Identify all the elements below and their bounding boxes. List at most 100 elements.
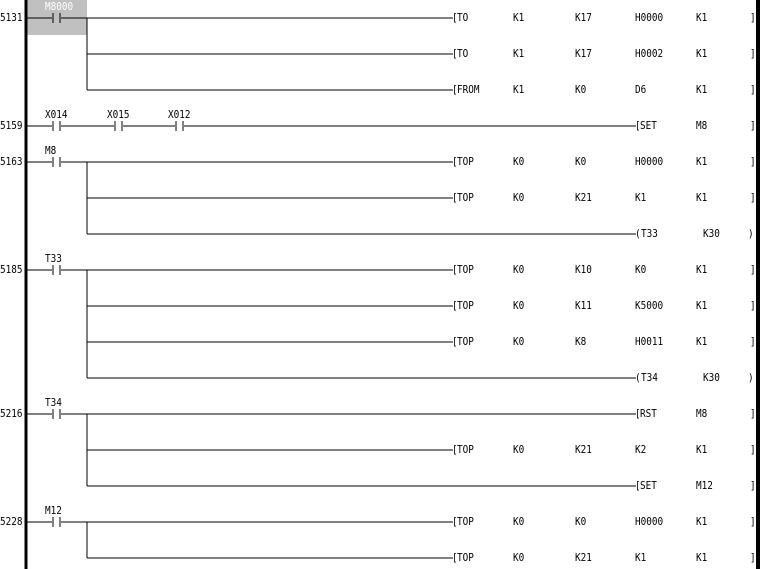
step-number: 5185 [0, 263, 23, 276]
instruction-close-bracket: ] [750, 191, 756, 204]
instruction-name[interactable]: TOP [457, 263, 474, 276]
instruction-open-bracket: [ [635, 479, 641, 492]
instruction-name[interactable]: FROM [457, 83, 480, 96]
instruction-operand[interactable]: K1 [696, 443, 708, 456]
instruction-open-bracket: [ [452, 299, 458, 312]
instruction-operand[interactable]: K1 [513, 83, 525, 96]
coil-device[interactable]: T34 [641, 371, 658, 384]
instruction-operand[interactable]: K17 [575, 47, 592, 60]
instruction-operand[interactable]: K1 [696, 47, 708, 60]
instruction-operand[interactable]: H0000 [635, 11, 664, 24]
instruction-close-bracket: ] [750, 443, 756, 456]
instruction-operand[interactable]: H0000 [635, 515, 664, 528]
instruction-operand[interactable]: M8 [696, 119, 708, 132]
instruction-operand[interactable]: K21 [575, 551, 592, 564]
instruction-open-bracket: [ [635, 119, 641, 132]
instruction-operand[interactable]: K8 [575, 335, 587, 348]
instruction-operand[interactable]: K0 [513, 155, 525, 168]
instruction-operand[interactable]: K0 [513, 515, 525, 528]
instruction-name[interactable]: TO [457, 47, 469, 60]
instruction-name[interactable]: TOP [457, 335, 474, 348]
instruction-operand[interactable]: K1 [513, 47, 525, 60]
instruction-operand[interactable]: H0000 [635, 155, 664, 168]
instruction-operand[interactable]: K0 [513, 191, 525, 204]
instruction-operand[interactable]: K0 [513, 299, 525, 312]
instruction-operand[interactable]: K1 [696, 551, 708, 564]
instruction-operand[interactable]: K5000 [635, 299, 664, 312]
instruction-open-bracket: [ [635, 407, 641, 420]
instruction-open-bracket: [ [452, 47, 458, 60]
instruction-operand[interactable]: K2 [635, 443, 647, 456]
instruction-name[interactable]: TOP [457, 551, 474, 564]
instruction-operand[interactable]: K1 [696, 155, 708, 168]
coil-open-paren: ( [635, 227, 641, 240]
contact-label[interactable]: T33 [45, 252, 62, 265]
instruction-operand[interactable]: K0 [575, 155, 587, 168]
step-number: 5159 [0, 119, 23, 132]
instruction-operand[interactable]: K21 [575, 443, 592, 456]
instruction-name[interactable]: TOP [457, 515, 474, 528]
instruction-operand[interactable]: K1 [696, 335, 708, 348]
instruction-operand[interactable]: M8 [696, 407, 708, 420]
instruction-open-bracket: [ [452, 515, 458, 528]
instruction-close-bracket: ] [750, 407, 756, 420]
instruction-operand[interactable]: K0 [635, 263, 647, 276]
instruction-close-bracket: ] [750, 119, 756, 132]
instruction-name[interactable]: TOP [457, 155, 474, 168]
contact-label[interactable]: X015 [107, 108, 130, 121]
coil-open-paren: ( [635, 371, 641, 384]
instruction-operand[interactable]: K1 [696, 11, 708, 24]
instruction-name[interactable]: RST [640, 407, 657, 420]
instruction-operand[interactable]: K1 [696, 263, 708, 276]
instruction-name[interactable]: TO [457, 11, 469, 24]
instruction-operand[interactable]: K1 [696, 515, 708, 528]
contact-label[interactable]: X012 [168, 108, 191, 121]
instruction-close-bracket: ] [750, 551, 756, 564]
contact-label[interactable]: T34 [45, 396, 62, 409]
instruction-close-bracket: ] [750, 299, 756, 312]
instruction-operand[interactable]: K0 [513, 263, 525, 276]
instruction-operand[interactable]: K11 [575, 299, 592, 312]
contact-label[interactable]: X014 [45, 108, 68, 121]
instruction-name[interactable]: SET [640, 119, 657, 132]
instruction-open-bracket: [ [452, 191, 458, 204]
instruction-operand[interactable]: H0002 [635, 47, 664, 60]
instruction-name[interactable]: TOP [457, 443, 474, 456]
instruction-operand[interactable]: K1 [696, 191, 708, 204]
instruction-operand[interactable]: M12 [696, 479, 713, 492]
instruction-name[interactable]: SET [640, 479, 657, 492]
instruction-operand[interactable]: K1 [635, 551, 647, 564]
step-number: 5131 [0, 11, 23, 24]
step-number: 5228 [0, 515, 23, 528]
contact-label[interactable]: M12 [45, 504, 62, 517]
instruction-operand[interactable]: K1 [635, 191, 647, 204]
instruction-operand[interactable]: K17 [575, 11, 592, 24]
coil-setting[interactable]: K30 [703, 227, 720, 240]
instruction-open-bracket: [ [452, 263, 458, 276]
instruction-operand[interactable]: H0011 [635, 335, 664, 348]
instruction-close-bracket: ] [750, 263, 756, 276]
instruction-operand[interactable]: K21 [575, 191, 592, 204]
instruction-operand[interactable]: K10 [575, 263, 592, 276]
coil-device[interactable]: T33 [641, 227, 658, 240]
instruction-open-bracket: [ [452, 443, 458, 456]
instruction-operand[interactable]: K1 [696, 299, 708, 312]
coil-setting[interactable]: K30 [703, 371, 720, 384]
contact-label[interactable]: M8 [45, 144, 57, 157]
instruction-open-bracket: [ [452, 83, 458, 96]
instruction-operand[interactable]: K0 [513, 443, 525, 456]
instruction-operand[interactable]: K1 [513, 11, 525, 24]
instruction-operand[interactable]: K1 [696, 83, 708, 96]
instruction-operand[interactable]: K0 [575, 83, 587, 96]
instruction-name[interactable]: TOP [457, 191, 474, 204]
instruction-close-bracket: ] [750, 479, 756, 492]
contact-label[interactable]: M8000 [45, 0, 74, 13]
instruction-open-bracket: [ [452, 335, 458, 348]
step-number: 5163 [0, 155, 23, 168]
instruction-operand[interactable]: K0 [575, 515, 587, 528]
instruction-operand[interactable]: K0 [513, 551, 525, 564]
instruction-operand[interactable]: D6 [635, 83, 647, 96]
instruction-operand[interactable]: K0 [513, 335, 525, 348]
instruction-close-bracket: ] [750, 47, 756, 60]
instruction-name[interactable]: TOP [457, 299, 474, 312]
